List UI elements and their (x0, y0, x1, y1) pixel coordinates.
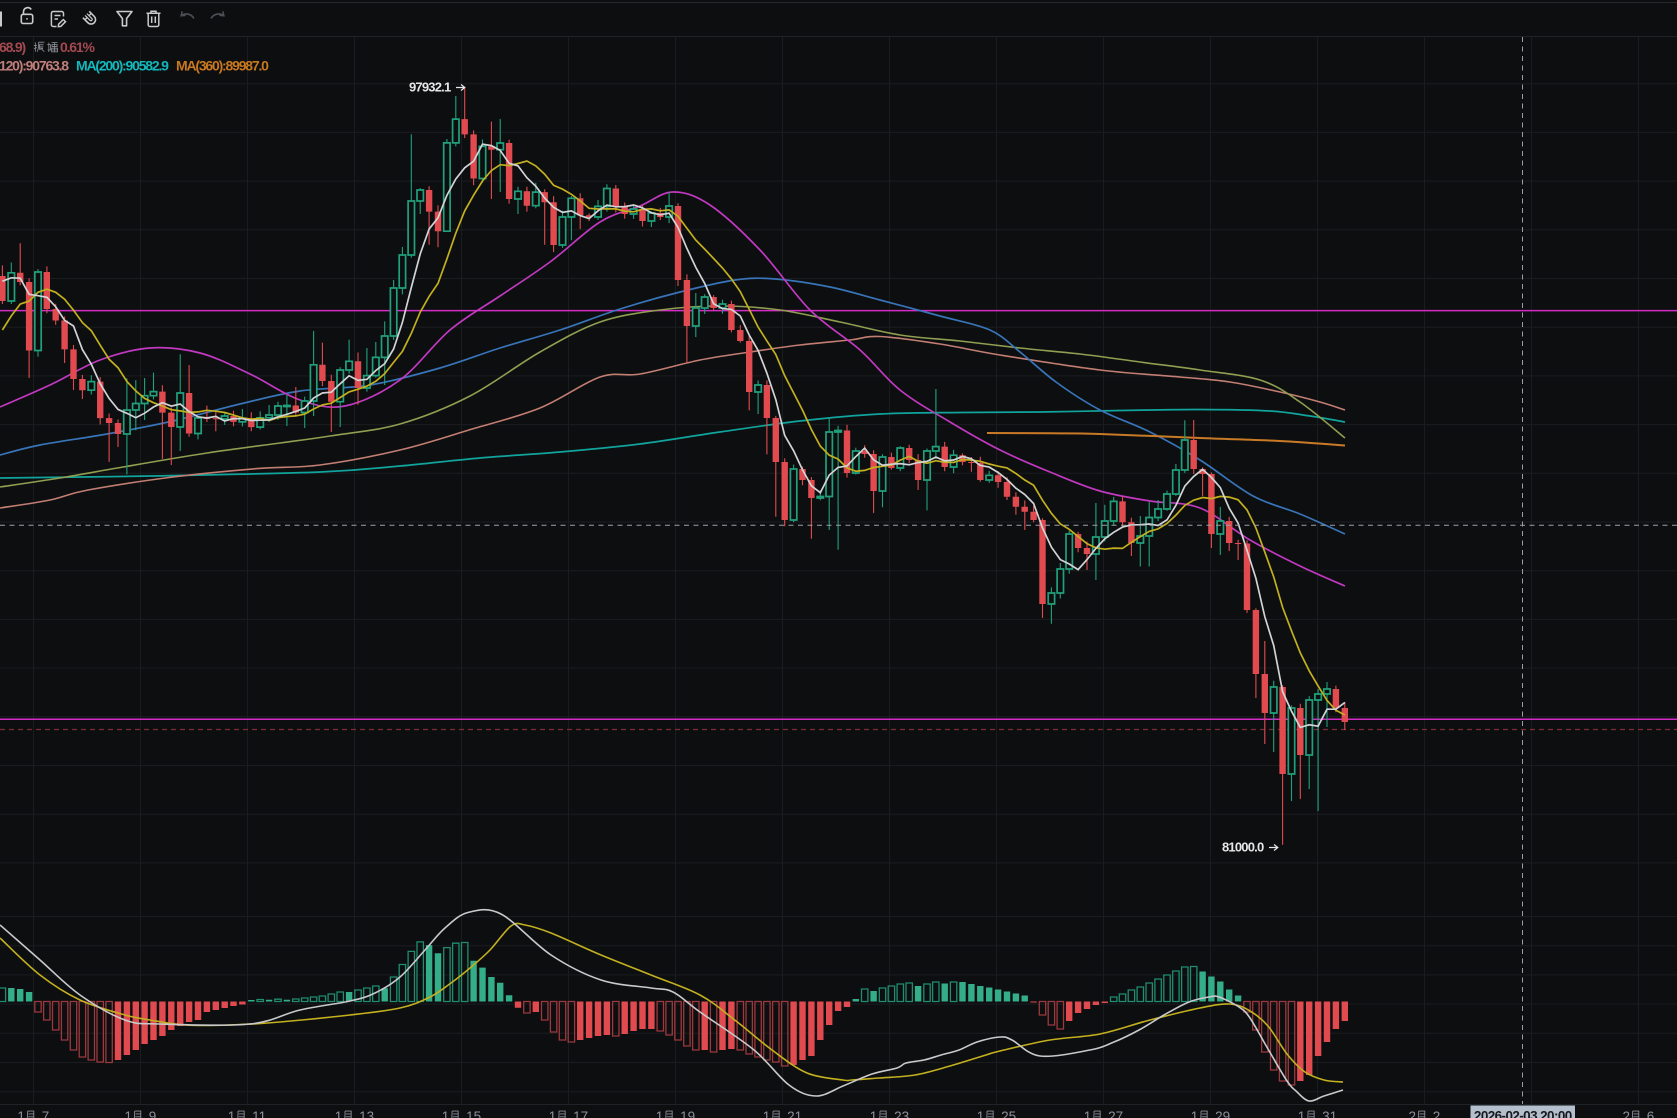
svg-text:1: 1 (442, 1109, 450, 1118)
svg-text:120):90763.8: 120):90763.8 (0, 58, 69, 74)
svg-text:27: 27 (1108, 1109, 1123, 1118)
svg-text:1: 1 (1191, 1109, 1199, 1118)
svg-text:9: 9 (149, 1109, 157, 1118)
svg-text:MA(200):90582.9: MA(200):90582.9 (76, 58, 169, 74)
svg-text:1: 1 (228, 1109, 236, 1118)
svg-text:97932.1: 97932.1 (409, 80, 451, 95)
svg-text:1: 1 (549, 1109, 557, 1118)
svg-text:17: 17 (573, 1109, 588, 1118)
svg-text:1: 1 (977, 1109, 985, 1118)
svg-text:7: 7 (42, 1109, 50, 1118)
svg-text:1: 1 (17, 1109, 25, 1118)
svg-text:13: 13 (359, 1109, 374, 1118)
svg-text:25: 25 (1001, 1109, 1016, 1118)
svg-text:21: 21 (787, 1109, 802, 1118)
svg-text:81000.0: 81000.0 (1222, 840, 1264, 855)
svg-text:31: 31 (1322, 1109, 1337, 1118)
svg-text:11: 11 (252, 1109, 266, 1118)
svg-text:1: 1 (125, 1109, 133, 1118)
svg-text:23: 23 (894, 1109, 909, 1118)
svg-text:6: 6 (1647, 1109, 1655, 1118)
svg-text:2: 2 (1409, 1109, 1417, 1118)
svg-text:2: 2 (1623, 1109, 1631, 1118)
svg-text:1: 1 (763, 1109, 771, 1118)
svg-text:29: 29 (1215, 1109, 1230, 1118)
svg-text:68.9): 68.9) (0, 39, 25, 55)
svg-text:0.61%: 0.61% (60, 39, 95, 55)
svg-text:MA(360):89987.0: MA(360):89987.0 (176, 58, 269, 74)
svg-text:19: 19 (680, 1109, 695, 1118)
svg-text:1: 1 (656, 1109, 664, 1118)
svg-text:2026-02-03 20:00: 2026-02-03 20:00 (1474, 1109, 1572, 1118)
svg-text:1: 1 (1298, 1109, 1306, 1118)
svg-text:1: 1 (1084, 1109, 1092, 1118)
svg-text:15: 15 (466, 1109, 481, 1118)
svg-text:2: 2 (1433, 1109, 1441, 1118)
svg-text:1: 1 (870, 1109, 878, 1118)
svg-text:1: 1 (335, 1109, 343, 1118)
